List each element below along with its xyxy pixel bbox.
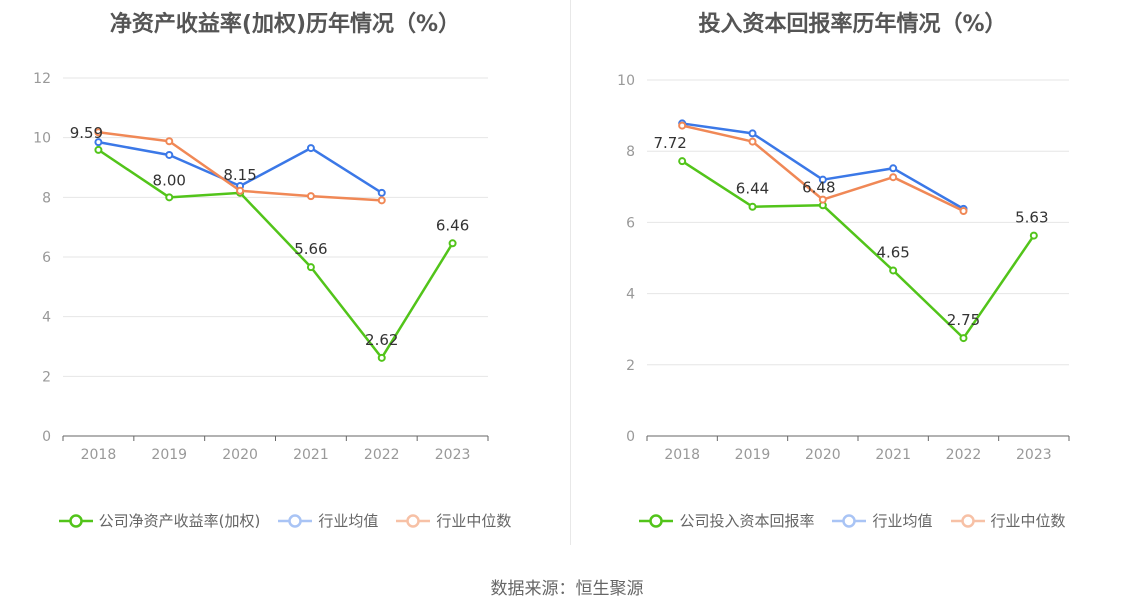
y-tick-label: 2 [626, 358, 635, 374]
y-tick-label: 6 [42, 250, 51, 266]
roic-line-chart: 0 2 4 6 8 10 2018 2019 2020 2021 2022 2023 7.72 6.44 6… [617, 73, 1070, 463]
y-tick-label: 0 [626, 429, 635, 445]
data-point [748, 129, 757, 138]
series-line [97, 148, 454, 360]
data-point [889, 164, 898, 173]
data-point [377, 353, 386, 362]
data-label: 6.44 [736, 180, 769, 198]
legend-item-industry-avg[interactable]: 行业均值 [278, 510, 378, 531]
data-point [889, 173, 898, 182]
legend-avg-swatch-icon [832, 513, 867, 528]
data-point [94, 138, 103, 147]
legend-item-company[interactable]: 公司投入资本回报率 [639, 510, 814, 531]
data-source-note: 数据来源：恒生聚源 [490, 579, 644, 599]
data-label: 8.15 [223, 166, 256, 184]
data-label: 9.59 [70, 124, 103, 142]
data-point [94, 145, 103, 154]
y-tick-label: 2 [42, 369, 51, 385]
data-label: 5.63 [1015, 209, 1048, 227]
data-label: 4.65 [876, 243, 909, 261]
x-tick-label: 2019 [735, 447, 771, 463]
legend-label: 行业中位数 [436, 512, 512, 530]
data-point [1029, 231, 1038, 240]
legend-median-swatch-icon [950, 513, 985, 528]
y-tick-label: 12 [33, 71, 51, 87]
roe-chart-panel: 净资产收益率(加权)历年情况（%） 0 2 4 6 8 10 12 2018 2019 2020 2… [0, 0, 570, 545]
legend-label: 公司净资产收益率(加权) [98, 512, 261, 530]
x-tick-label: 2019 [151, 447, 187, 463]
data-point [959, 334, 968, 343]
legend-item-company[interactable]: 公司净资产收益率(加权) [58, 510, 261, 531]
chart-title: 净资产收益率(加权)历年情况（%） [109, 12, 461, 37]
data-point [959, 207, 968, 216]
x-tick-label: 2018 [664, 447, 700, 463]
chart-legend: 公司投入资本回报率 行业均值 行业中位数 [571, 510, 1134, 531]
legend-label: 行业均值 [872, 512, 933, 530]
data-point [818, 195, 827, 204]
y-tick-label: 10 [33, 131, 51, 147]
x-tick-label: 2021 [875, 447, 911, 463]
x-tick-label: 2023 [1016, 447, 1052, 463]
data-label: 7.72 [653, 134, 686, 152]
data-point [678, 121, 687, 130]
data-point [448, 239, 457, 248]
y-tick-label: 0 [42, 429, 51, 445]
x-tick-label: 2018 [81, 447, 117, 463]
data-label: 8.00 [153, 171, 186, 189]
x-tick-label: 2020 [222, 447, 258, 463]
data-label: 6.48 [802, 178, 835, 196]
y-tick-label: 6 [626, 215, 635, 231]
roic-chart-panel: 投入资本回报率历年情况（%） 0 2 4 6 8 10 2018 2019 2020 2021 20… [571, 0, 1134, 545]
data-point [165, 137, 174, 146]
data-point [306, 144, 315, 153]
x-tick-label: 2022 [364, 447, 400, 463]
legend-company-swatch-icon [58, 513, 93, 528]
data-point [306, 263, 315, 272]
y-tick-label: 4 [42, 310, 51, 326]
data-point [165, 150, 174, 159]
data-point [306, 192, 315, 201]
legend-median-swatch-icon [396, 513, 431, 528]
panel-divider [570, 0, 571, 545]
series-line [681, 160, 1035, 340]
chart-title: 投入资本回报率历年情况（%） [698, 12, 1007, 37]
chart-legend: 公司净资产收益率(加权) 行业均值 行业中位数 [0, 510, 570, 531]
legend-label: 行业中位数 [990, 512, 1066, 530]
y-tick-label: 10 [617, 73, 635, 89]
data-point [678, 157, 687, 166]
data-label: 6.46 [436, 216, 469, 234]
legend-item-industry-median[interactable]: 行业中位数 [950, 510, 1066, 531]
y-tick-label: 8 [42, 190, 51, 206]
legend-company-swatch-icon [639, 513, 674, 528]
x-tick-label: 2023 [435, 447, 471, 463]
x-tick-label: 2022 [946, 447, 982, 463]
roe-line-chart: 0 2 4 6 8 10 12 2018 2019 2020 2021 2022 2023 9.59 8.0… [33, 71, 489, 463]
y-tick-label: 8 [626, 144, 635, 160]
y-tick-label: 4 [626, 287, 635, 303]
data-point [236, 186, 245, 195]
data-point [377, 188, 386, 197]
data-point [165, 193, 174, 202]
data-label: 5.66 [294, 240, 327, 258]
data-point [748, 137, 757, 146]
data-label: 2.62 [365, 331, 398, 349]
legend-item-industry-median[interactable]: 行业中位数 [396, 510, 511, 531]
data-point [818, 175, 827, 184]
data-point [94, 128, 103, 137]
legend-label: 行业均值 [318, 512, 379, 530]
legend-avg-swatch-icon [278, 513, 313, 528]
data-point [377, 196, 386, 205]
x-tick-label: 2020 [805, 447, 841, 463]
legend-item-industry-avg[interactable]: 行业均值 [832, 510, 933, 531]
data-point [748, 202, 757, 211]
data-label: 2.75 [947, 311, 980, 329]
data-point [889, 266, 898, 275]
x-tick-label: 2021 [293, 447, 329, 463]
legend-label: 公司投入资本回报率 [679, 512, 815, 530]
